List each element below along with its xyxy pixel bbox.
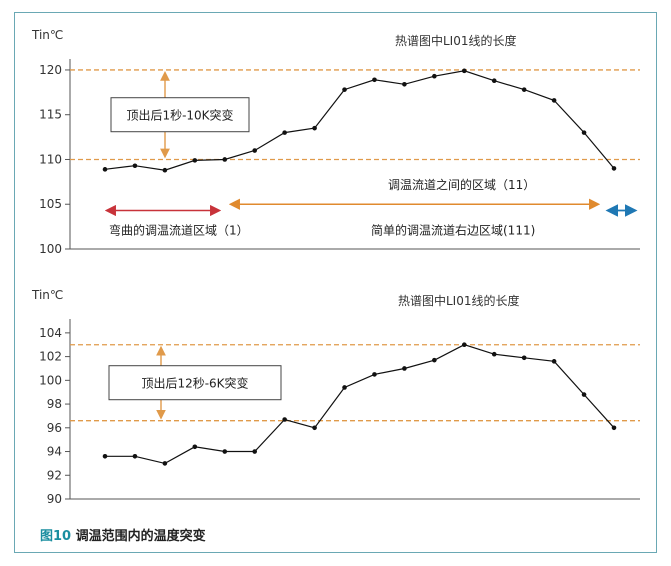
data-point: [312, 125, 317, 131]
y-tick-label: 94: [47, 445, 62, 459]
data-point: [312, 425, 317, 431]
data-point: [222, 157, 228, 162]
annotation-text: 顶出后1秒-10K突变: [126, 108, 233, 123]
figure-number: 图10: [40, 529, 72, 544]
figure-caption: 图10 调温范围内的温度突变: [40, 525, 206, 544]
y-tick-label: 98: [47, 397, 62, 411]
data-point: [252, 449, 258, 454]
chart-title: 热谱图中LI01线的长度: [395, 33, 517, 48]
y-tick-label: 105: [39, 197, 62, 211]
annotation-text: 顶出后12秒-6K突变: [141, 376, 248, 391]
y-tick-label: 90: [47, 492, 62, 506]
chart-title: 热谱图中LI01线的长度: [398, 293, 520, 308]
y-tick-label: 100: [39, 373, 62, 387]
region-3-label: 简单的调温流道右边区域(111): [371, 223, 535, 238]
data-point: [162, 167, 168, 173]
y-tick-label: 110: [39, 152, 62, 166]
data-point: [461, 68, 467, 74]
data-point: [102, 167, 108, 172]
data-point: [611, 166, 617, 171]
data-point: [132, 453, 138, 459]
data-point: [611, 425, 617, 431]
series-line: [104, 70, 615, 171]
data-point: [551, 359, 557, 364]
data-point: [372, 77, 377, 83]
annotation-box: [110, 97, 250, 133]
data-point: [432, 357, 437, 363]
y-axis-label: Tin℃: [31, 28, 63, 42]
data-point: [222, 449, 228, 454]
y-tick-label: 115: [39, 108, 62, 122]
data-point: [192, 158, 198, 163]
data-point: [432, 73, 437, 79]
data-point: [491, 78, 497, 83]
data-point: [581, 392, 587, 397]
data-point: [192, 444, 198, 450]
chart-top: Tin℃ 热谱图中LI01线的长度 100 105 110 115 120 顶出后1秒-10K…: [31, 28, 640, 256]
y-tick-label: 104: [39, 326, 62, 340]
data-point: [162, 461, 168, 466]
data-point: [282, 130, 287, 135]
y-tick-label: 96: [47, 421, 62, 435]
y-tick-label: 92: [47, 468, 62, 482]
y-tick-label: 100: [39, 242, 62, 256]
figure-frame: Tin℃ 热谱图中LI01线的长度 100 105 110 115 120 顶出后1秒-10K…: [14, 12, 657, 553]
data-point: [102, 453, 108, 459]
data-point: [491, 351, 497, 357]
y-axis-label: Tin℃: [31, 288, 63, 302]
figure-caption-text: 调温范围内的温度突变: [75, 529, 206, 544]
region-2-label: 调温流道之间的区域（11）: [388, 177, 535, 192]
data-point: [252, 148, 258, 153]
data-point: [581, 130, 587, 135]
chart-bottom: Tin℃ 热谱图中LI01线的长度 90 92 94 96 98 100 102 104 顶出后12…: [31, 288, 640, 506]
data-point: [372, 372, 377, 377]
annotation-box: [108, 365, 282, 401]
data-point: [521, 355, 527, 361]
data-point: [342, 385, 347, 390]
data-point: [461, 342, 467, 348]
y-tick-label: 102: [39, 350, 62, 364]
data-point: [402, 81, 407, 87]
data-point: [521, 87, 527, 92]
data-point: [402, 366, 407, 371]
region-1-label: 弯曲的调温流道区域（1）: [109, 223, 249, 238]
data-point: [342, 87, 347, 92]
data-point: [282, 417, 287, 422]
data-point: [551, 98, 557, 103]
y-tick-label: 120: [39, 63, 62, 77]
data-point: [132, 163, 138, 169]
series-line: [105, 344, 615, 465]
